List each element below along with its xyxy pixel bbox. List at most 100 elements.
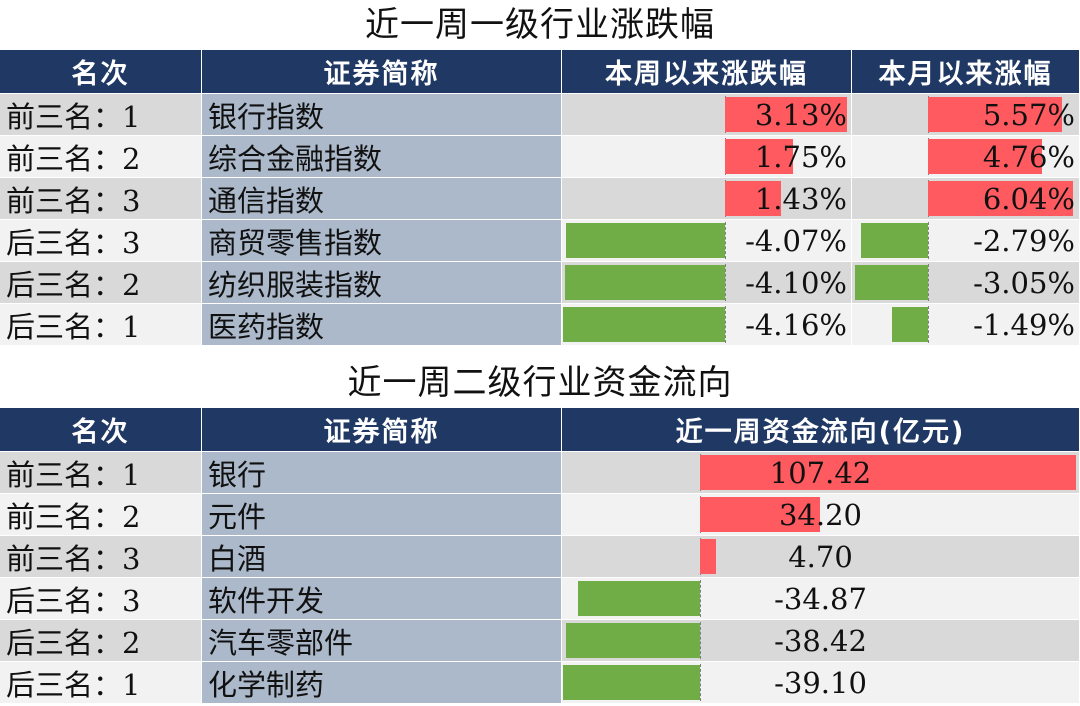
security-name-cell: 白酒 [202,536,562,578]
month-change-value: -1.49% [973,307,1075,342]
security-name-cell: 通信指数 [202,178,562,220]
month-change-cell: 4.76% [852,136,1080,178]
table-row: 后三名：3 商贸零售指数 -4.07% -2.79% [0,220,1080,262]
week-change-value: -4.10% [745,265,847,300]
security-name-cell: 化学制药 [202,662,562,704]
month-change-value: 4.76% [982,139,1075,174]
month-change-value: 6.04% [982,181,1075,216]
fund-flow-value: -38.42 [774,623,867,658]
header-name: 证券简称 [202,408,562,452]
security-name-cell: 综合金融指数 [202,136,562,178]
table-row: 后三名：2 汽车零部件 -38.42 [0,620,1080,662]
positive-bar [700,497,820,532]
week-change-value: 3.13% [754,97,847,132]
security-name-cell: 商贸零售指数 [202,220,562,262]
rank-cell: 后三名：3 [0,220,202,262]
security-name-cell: 银行 [202,452,562,494]
week-change-value: -4.07% [745,223,847,258]
fund-flow-cell: -34.87 [562,578,1080,620]
positive-bar [725,139,794,174]
table-row: 前三名：2 元件 34.20 [0,494,1080,536]
header-month-change: 本月以来涨幅 [852,50,1080,94]
security-name-cell: 元件 [202,494,562,536]
negative-bar [577,581,700,616]
rank-cell: 后三名：2 [0,262,202,304]
month-change-value: -2.79% [973,223,1075,258]
negative-bar [566,223,725,258]
security-name-cell: 纺织服装指数 [202,262,562,304]
table1-header-row: 名次 证券简称 本周以来涨跌幅 本月以来涨幅 [0,50,1080,94]
fund-flow-cell: 4.70 [562,536,1080,578]
week-change-cell: 3.13% [562,94,852,136]
week-change-cell: -4.10% [562,262,852,304]
zero-line [700,622,701,659]
month-change-cell: -2.79% [852,220,1080,262]
month-change-value: 5.57% [982,97,1075,132]
zero-line [928,264,929,301]
positive-bar [700,539,717,574]
rank-cell: 后三名：3 [0,578,202,620]
negative-bar [563,665,700,700]
security-name-cell: 医药指数 [202,304,562,346]
rank-cell: 前三名：3 [0,178,202,220]
positive-bar [725,181,781,216]
week-change-cell: -4.07% [562,220,852,262]
month-change-cell: -3.05% [852,262,1080,304]
positive-bar [700,455,1076,490]
header-name: 证券简称 [202,50,562,94]
zero-line [928,306,929,343]
rank-cell: 后三名：2 [0,620,202,662]
table2-title: 近一周二级行业资金流向 [347,363,733,403]
fund-flow-table: 名次 证券简称 近一周资金流向(亿元) 前三名：1 银行 107.42 前三名：2 元件 34.… [0,408,1080,706]
industry-change-table: 名次 证券简称 本周以来涨跌幅 本月以来涨幅 前三名：1 银行指数 3.13% 5.57% 前三… [0,50,1080,348]
month-change-cell: 6.04% [852,178,1080,220]
table2-header-row: 名次 证券简称 近一周资金流向(亿元) [0,408,1080,452]
positive-bar [928,181,1073,216]
rank-cell: 前三名：1 [0,94,202,136]
week-change-value: 1.43% [754,181,847,216]
table-row: 前三名：2 综合金融指数 1.75% 4.76% [0,136,1080,178]
negative-bar [562,307,725,342]
table-row: 后三名：1 化学制药 -39.10 [0,662,1080,704]
month-change-value: -3.05% [973,265,1075,300]
security-name-cell: 银行指数 [202,94,562,136]
zero-line [700,664,701,701]
fund-flow-cell: -39.10 [562,662,1080,704]
week-change-cell: 1.75% [562,136,852,178]
security-name-cell: 软件开发 [202,578,562,620]
fund-flow-cell: 107.42 [562,452,1080,494]
negative-bar [892,307,928,342]
rank-cell: 后三名：1 [0,304,202,346]
positive-bar [928,139,1043,174]
fund-flow-value: 4.70 [788,539,853,574]
table-row: 前三名：3 白酒 4.70 [0,536,1080,578]
rank-cell: 后三名：1 [0,662,202,704]
table-row: 前三名：1 银行 107.42 [0,452,1080,494]
positive-bar [928,97,1062,132]
fund-flow-value: 107.42 [769,455,872,490]
rank-cell: 前三名：1 [0,452,202,494]
rank-cell: 前三名：3 [0,536,202,578]
header-rank: 名次 [0,408,202,452]
week-change-value: 1.75% [754,139,847,174]
week-change-cell: 1.43% [562,178,852,220]
table-row: 后三名：1 医药指数 -4.16% -1.49% [0,304,1080,346]
table1-title: 近一周一级行业涨跌幅 [365,5,715,45]
zero-line [725,222,726,259]
header-rank: 名次 [0,50,202,94]
table-row: 后三名：3 软件开发 -34.87 [0,578,1080,620]
header-fund-flow: 近一周资金流向(亿元) [562,408,1080,452]
rank-cell: 前三名：2 [0,494,202,536]
month-change-cell: -1.49% [852,304,1080,346]
negative-bar [861,223,928,258]
zero-line [928,222,929,259]
rank-cell: 前三名：2 [0,136,202,178]
negative-bar [854,265,928,300]
positive-bar [725,97,848,132]
table-row: 前三名：1 银行指数 3.13% 5.57% [0,94,1080,136]
table-row: 前三名：3 通信指数 1.43% 6.04% [0,178,1080,220]
zero-line [725,264,726,301]
security-name-cell: 汽车零部件 [202,620,562,662]
negative-bar [565,623,700,658]
month-change-cell: 5.57% [852,94,1080,136]
